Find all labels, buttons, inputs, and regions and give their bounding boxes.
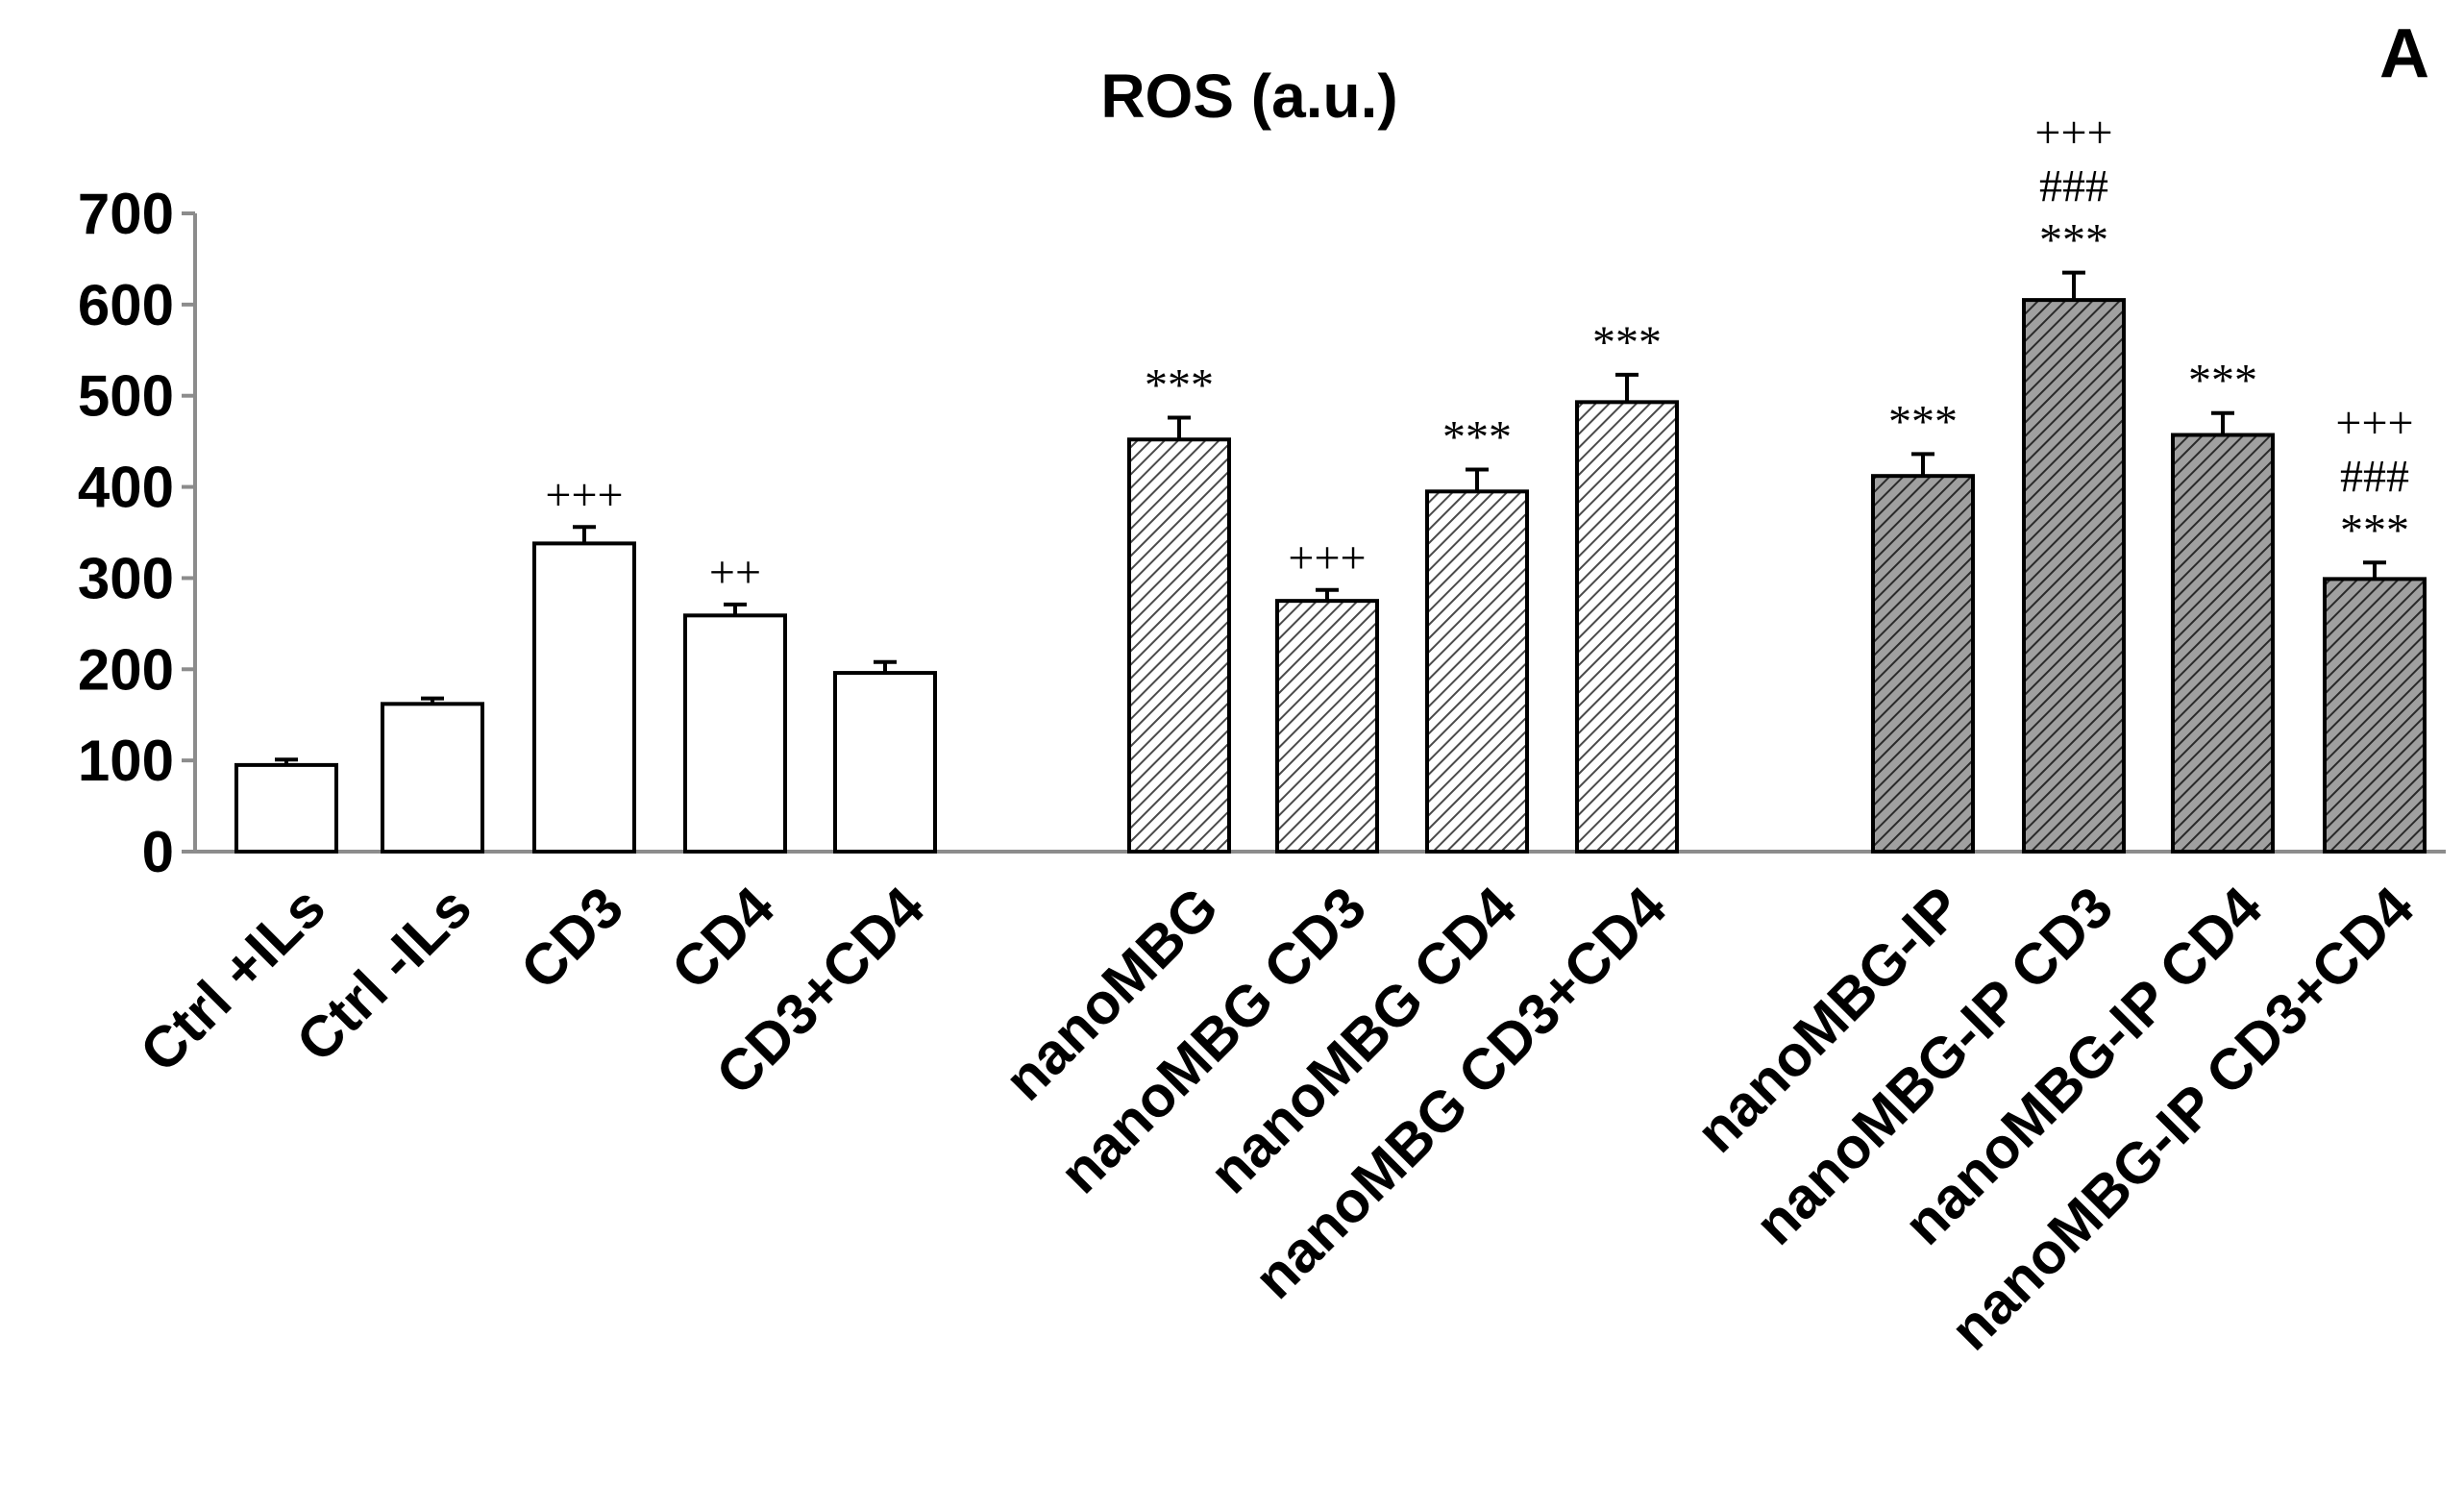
bar-4 (683, 613, 787, 854)
bar-7 (1275, 599, 1379, 854)
significance-label: ### (2340, 451, 2409, 502)
x-tick-label: nanoMBG-IP (1684, 875, 1974, 1165)
bar-2 (381, 702, 484, 854)
bar-11 (2022, 298, 2126, 854)
bar-6 (1127, 437, 1231, 854)
y-tick-label: 700 (78, 182, 174, 246)
x-tick-label: CD4 (659, 874, 787, 1002)
bar-13 (2323, 577, 2427, 854)
significance-label: *** (2340, 505, 2409, 556)
x-tick-label: CD3 (508, 875, 635, 1002)
significance-label: +++ (2335, 397, 2413, 448)
y-tick-label: 600 (78, 273, 174, 337)
significance-label: *** (1145, 359, 1214, 410)
significance-label: *** (1592, 317, 1662, 368)
bar-1 (234, 762, 338, 854)
significance-label: +++ (545, 469, 623, 520)
bars: +++++***+++*********+++###******+++###**… (234, 108, 2427, 854)
panel-label: A (2379, 15, 2429, 92)
y-tick-label: 0 (142, 820, 174, 884)
significance-label: *** (2039, 215, 2108, 266)
chart-title: ROS (a.u.) (1100, 62, 1397, 131)
bar-3 (532, 541, 636, 854)
y-tick-label: 200 (78, 637, 174, 702)
bar-12 (2171, 433, 2275, 854)
axes: 0 100 200 300 400 500 600 700 (78, 182, 2446, 884)
significance-label: ++ (709, 547, 761, 598)
x-tick-label: Ctrl +ILs (128, 875, 337, 1084)
significance-label: *** (1442, 412, 1512, 463)
y-tick-label: 300 (78, 546, 174, 610)
significance-label: *** (2188, 356, 2257, 407)
bar-10 (1871, 474, 1975, 854)
y-tick-label: 500 (78, 364, 174, 429)
bar-8 (1425, 489, 1529, 854)
significance-label: ### (2039, 161, 2108, 212)
significance-label: +++ (1288, 532, 1366, 583)
bar-5 (833, 671, 937, 854)
y-tick-label: 400 (78, 456, 174, 520)
y-tick-label: 100 (78, 729, 174, 793)
significance-label: *** (1888, 396, 1958, 447)
bar-9 (1575, 400, 1679, 854)
significance-label: +++ (2034, 108, 2112, 159)
